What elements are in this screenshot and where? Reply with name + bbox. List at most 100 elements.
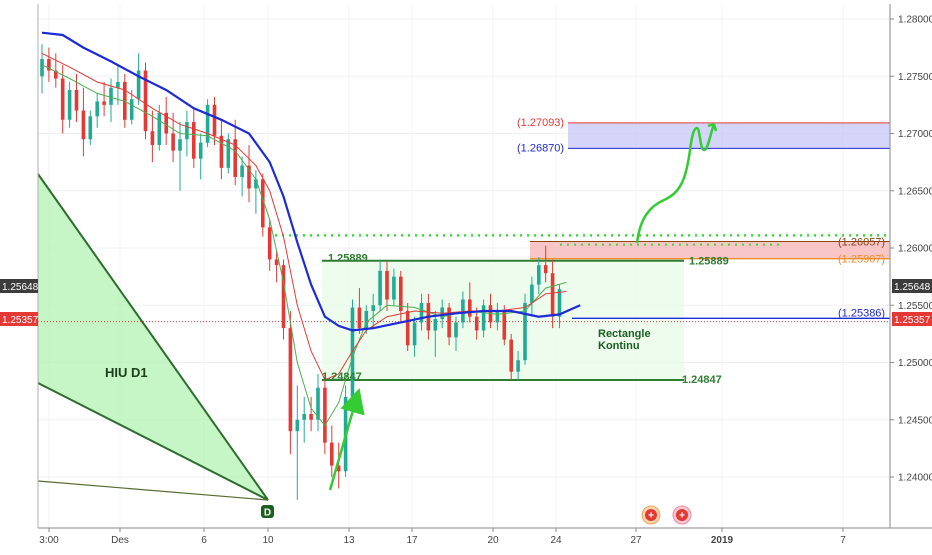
candle-body (74, 89, 79, 111)
target-top-label: (1.27093) (517, 117, 564, 129)
ma-red-line (41, 52, 567, 381)
candle-body (412, 322, 417, 346)
candle-body (399, 276, 403, 311)
x-tick-label: 6 (201, 535, 207, 546)
candle-body (226, 139, 231, 168)
left-current-price-badge (0, 312, 38, 326)
candle (454, 316, 458, 352)
candle-body (357, 307, 362, 329)
rectangle-label-1: Rectangle (598, 328, 651, 340)
candle-body (481, 305, 486, 331)
candle (95, 93, 99, 128)
candle-body (302, 414, 306, 420)
point-d-marker[interactable] (261, 505, 274, 518)
x-tick-label: 3:00 (39, 535, 59, 546)
candle-body (102, 101, 106, 105)
y-tick-label: 1.25500 (898, 301, 932, 312)
candle (509, 333, 513, 380)
candles (40, 44, 562, 500)
candle (281, 259, 286, 340)
candle-body (88, 116, 93, 140)
bounce-arrow (328, 387, 365, 491)
candle (40, 44, 44, 94)
y-tick-label: 1.24500 (898, 415, 932, 426)
candle (495, 302, 500, 331)
candle (240, 156, 244, 197)
candle-body (288, 328, 293, 432)
candle-body (454, 322, 458, 338)
candle (219, 119, 224, 180)
support-label: (1.25386) (838, 307, 885, 319)
candle-body (543, 265, 548, 274)
event-icon-1[interactable]: + (641, 505, 661, 525)
candle-body (192, 122, 196, 159)
candle (378, 259, 382, 311)
x-tick-label: 24 (550, 535, 562, 546)
candle (116, 64, 120, 105)
svg-text:+: + (648, 511, 654, 522)
candle-body (150, 131, 155, 145)
candle (295, 385, 300, 500)
left-last-price-badge (0, 279, 38, 293)
price-axis[interactable]: 1.28000 1.27500 1.27000 1.26500 1.26000 1.255… (890, 15, 932, 484)
time-axis[interactable]: 3:00 Des 6 10 13 17 20 24 27 2019 7 (39, 528, 846, 546)
target-bottom-label: (1.26870) (517, 142, 564, 154)
x-tick-label: 10 (262, 535, 274, 546)
candle (47, 47, 51, 82)
candle-body (81, 110, 86, 140)
candle-body (60, 78, 65, 120)
resistance-bottom-label: (1.25907) (838, 254, 885, 266)
ma-blue-line (41, 31, 581, 332)
candle (405, 302, 410, 352)
point-d-label: D (264, 508, 271, 519)
candle (226, 133, 231, 174)
left-current-price-text: 1.25357 (2, 315, 39, 326)
candle-body (336, 465, 341, 472)
candle (288, 310, 293, 455)
event-icon-2[interactable]: + (672, 505, 692, 525)
candle (433, 310, 438, 357)
candle (516, 351, 520, 380)
rectangle-top-inner-label: 1.25889 (328, 253, 368, 265)
candle (198, 133, 203, 180)
candle (205, 99, 210, 148)
candle-body (447, 307, 451, 338)
candle-body (129, 99, 134, 120)
candle (123, 73, 127, 128)
candle-body (219, 135, 224, 168)
candle-body (378, 270, 382, 306)
candle-body (254, 179, 258, 189)
pattern-leg-3 (37, 480, 269, 501)
candle-body (267, 227, 272, 260)
candle (247, 144, 251, 203)
candle (267, 219, 272, 271)
candle (261, 173, 265, 237)
candle (164, 96, 168, 145)
candle (550, 259, 555, 329)
candle-body (95, 101, 99, 117)
candle-body (233, 139, 237, 178)
y-tick-label: 1.25000 (898, 358, 932, 369)
candle-body (419, 302, 424, 323)
candle-body (405, 310, 410, 346)
candle-body (309, 414, 313, 420)
candle (102, 81, 106, 117)
candle-body (261, 179, 265, 228)
candle-body (323, 387, 327, 443)
candle-body (350, 307, 355, 397)
pattern-name: HIU D1 (105, 365, 148, 380)
last-price-text: 1.25648 (894, 282, 931, 293)
y-tick-label: 1.24000 (898, 473, 932, 484)
candle-body (240, 165, 244, 178)
candle (143, 62, 148, 140)
candle (357, 288, 362, 334)
candle (530, 276, 534, 317)
candle (185, 110, 189, 157)
candle (212, 96, 217, 145)
y-tick-label: 1.26500 (898, 186, 932, 197)
candle (447, 302, 451, 346)
candle-body (123, 81, 127, 120)
candle (136, 53, 141, 105)
